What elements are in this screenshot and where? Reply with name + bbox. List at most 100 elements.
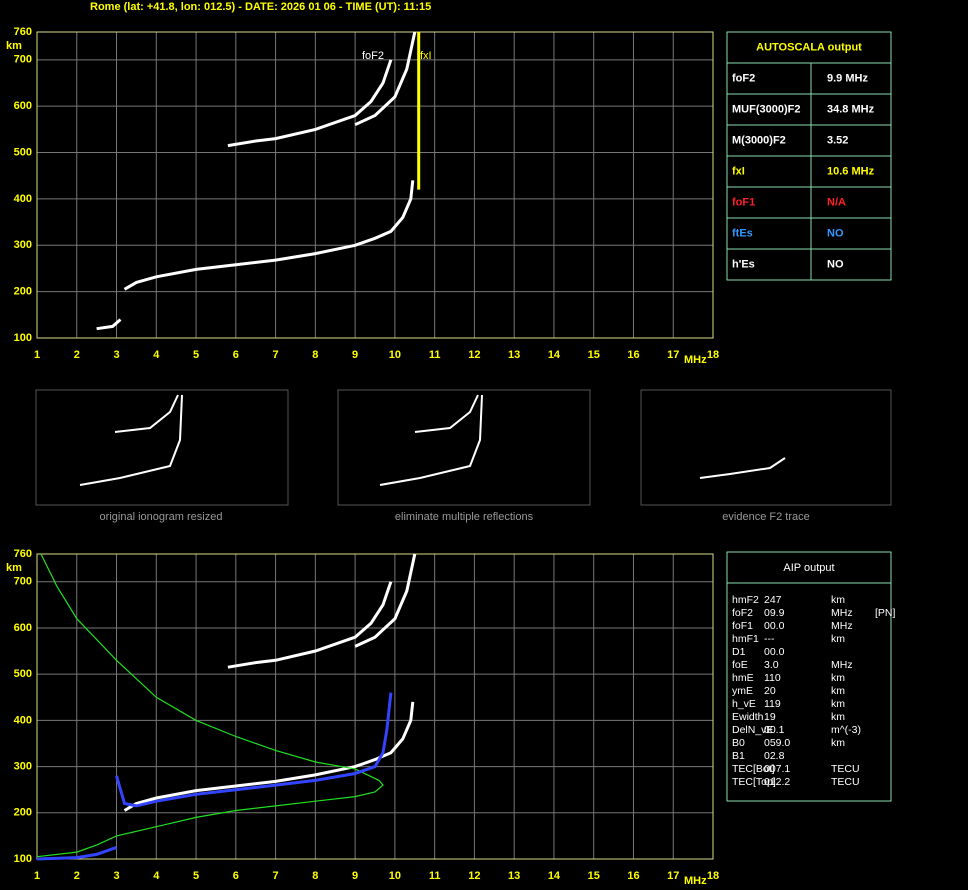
x-tick-label: 14 <box>548 870 561 882</box>
x-tick-label: 14 <box>548 349 561 361</box>
x-tick-label: 6 <box>233 349 239 361</box>
aip-title: AIP output <box>783 562 834 574</box>
x-tick-label: 9 <box>352 349 358 361</box>
x-tick-label: 12 <box>468 349 480 361</box>
aip-cell: km <box>831 633 845 645</box>
x-tick-label: 4 <box>153 349 160 361</box>
x-tick-label: 10 <box>389 349 401 361</box>
annotation: fxI <box>420 50 432 62</box>
x-tick-label: 11 <box>429 349 441 361</box>
x-tick-label: 18 <box>707 349 719 361</box>
aip-cell: B0 <box>732 737 745 749</box>
aip-cell: foF1 <box>732 620 753 632</box>
x-tick-label: 16 <box>627 870 639 882</box>
aip-cell: hmF1 <box>732 633 759 645</box>
x-tick-label: 3 <box>113 349 119 361</box>
thumb-trace <box>699 457 786 479</box>
x-tick-label: 3 <box>113 870 119 882</box>
aip-cell: h_vE <box>732 698 756 710</box>
trace <box>36 845 117 861</box>
table-label: fxI <box>732 165 745 177</box>
table-label: MUF(3000)F2 <box>732 103 800 115</box>
aip-cell: km <box>831 685 845 697</box>
thumb-caption: original ionogram resized <box>100 511 223 523</box>
y-tick-label: 400 <box>14 193 32 205</box>
aip-cell: 19 <box>764 711 776 723</box>
y-tick-label: 200 <box>14 807 32 819</box>
table-value: 9.9 MHz <box>827 72 868 84</box>
x-tick-label: 2 <box>74 349 80 361</box>
y-tick-label: 700 <box>14 576 32 588</box>
aip-cell: foE <box>732 659 748 671</box>
y-tick-label: 760 <box>14 548 32 560</box>
thumb-frame <box>35 389 289 506</box>
plot-frame <box>36 31 714 339</box>
aip-cell: 00.1 <box>764 724 785 736</box>
x-tick-label: 6 <box>233 870 239 882</box>
plot-area <box>37 32 713 338</box>
aip-cell: hmE <box>732 672 754 684</box>
aip-cell: ymE <box>732 685 753 697</box>
aip-cell: km <box>831 594 845 606</box>
aip-cell: [PN] <box>875 607 896 619</box>
x-tick-label: 4 <box>153 870 160 882</box>
table-label: foF2 <box>732 72 755 84</box>
y-tick-label: 200 <box>14 286 32 298</box>
aip-cell: 00.0 <box>764 620 785 632</box>
x-tick-label: 16 <box>627 349 639 361</box>
y-tick-label: 300 <box>14 239 32 251</box>
x-tick-label: 10 <box>389 870 401 882</box>
aip-cell: 059.0 <box>764 737 790 749</box>
table-value: 10.6 MHz <box>827 165 875 177</box>
aip-cell: 3.0 <box>764 659 779 671</box>
aip-cell: D1 <box>732 646 746 658</box>
x-tick-label: 13 <box>508 349 520 361</box>
aip-cell: --- <box>764 633 775 645</box>
table-value: 3.52 <box>827 134 848 146</box>
aip-cell: MHz <box>831 620 853 632</box>
aip-cell: 247 <box>764 594 782 606</box>
thumb-frame <box>337 389 591 506</box>
x-tick-label: 18 <box>707 870 719 882</box>
aip-cell: 09.9 <box>764 607 785 619</box>
x-tick-label: 11 <box>429 870 441 882</box>
aip-frame <box>726 551 892 802</box>
x-tick-label: 13 <box>508 870 520 882</box>
aip-cell: TEC[Bot] <box>732 763 775 775</box>
x-tick-label: 5 <box>193 349 199 361</box>
aip-cell: km <box>831 698 845 710</box>
x-tick-label: 7 <box>273 349 279 361</box>
aip-cell: 20 <box>764 685 776 697</box>
aip-cell: foF2 <box>732 607 753 619</box>
trace <box>115 692 393 808</box>
x-tick-label: 5 <box>193 870 199 882</box>
aip-cell: DelN_vE <box>732 724 773 736</box>
x-tick-label: 15 <box>588 870 600 882</box>
aip-cell: km <box>831 737 845 749</box>
trace <box>36 553 384 858</box>
plot-area <box>37 554 713 859</box>
aip-cell: km <box>831 711 845 723</box>
aip-cell: km <box>831 672 845 684</box>
thumb-trace <box>79 394 183 486</box>
x-tick-label: 8 <box>312 870 318 882</box>
aip-cell: 02.8 <box>764 750 785 762</box>
aip-cell: hmF2 <box>732 594 759 606</box>
x-tick-label: 17 <box>667 870 679 882</box>
x-axis-label: MHz <box>684 354 707 366</box>
trace <box>96 318 122 331</box>
table-value: NO <box>827 258 844 270</box>
y-axis-label: km <box>6 40 22 52</box>
annotation: foF2 <box>362 50 384 62</box>
table-value: 34.8 MHz <box>827 103 875 115</box>
y-tick-label: 100 <box>14 853 32 865</box>
trace <box>227 59 393 148</box>
x-tick-label: 1 <box>34 349 40 361</box>
thumb-frame <box>640 389 892 506</box>
x-tick-label: 7 <box>273 870 279 882</box>
y-axis-label: km <box>6 562 22 574</box>
aip-cell: 012.2 <box>764 776 790 788</box>
x-tick-label: 15 <box>588 349 600 361</box>
aip-cell: Ewidth <box>732 711 764 723</box>
